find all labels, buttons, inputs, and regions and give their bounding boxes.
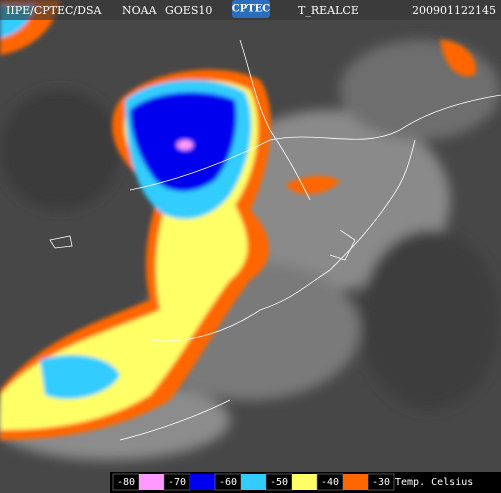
legend-swatch (292, 474, 317, 490)
legend: Temp. Celsius -80 -70 -60 -50 -40 -30 (110, 472, 501, 493)
legend-swatch (241, 474, 266, 490)
logo-box (232, 0, 270, 18)
source: IIPE/CPTEC/DSA (6, 4, 102, 17)
satellite: NOAA (122, 4, 158, 17)
legend-label: -60 (219, 477, 237, 488)
legend-swatch (190, 474, 215, 490)
legend-label: -80 (117, 477, 135, 488)
legend-label: -50 (270, 477, 288, 488)
legend-label-box (367, 473, 395, 491)
timestamp: 200901122145 (412, 4, 496, 17)
legend-label: -40 (321, 477, 339, 488)
legend-label: -30 (372, 477, 390, 488)
coastlines (49, 39, 501, 441)
legend-swatch (139, 474, 164, 490)
product: T_REALCE (298, 4, 359, 17)
legend-label: -70 (168, 477, 186, 488)
legend-swatch (343, 474, 368, 490)
sensor: GOES10 (165, 4, 212, 17)
legend-unit: Temp. Celsius (395, 477, 473, 488)
logo: CPTEC (232, 4, 271, 15)
